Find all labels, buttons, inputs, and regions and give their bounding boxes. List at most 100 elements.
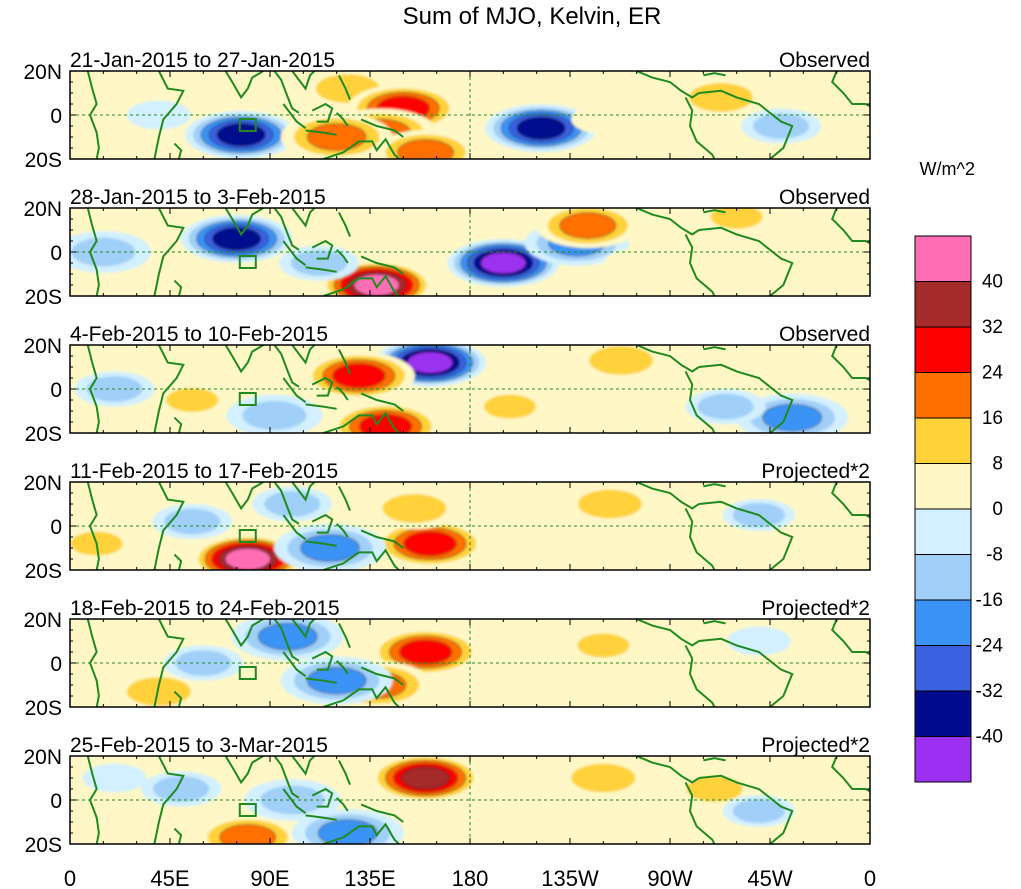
colorbar-label: 40 bbox=[982, 272, 1003, 293]
x-tick-label: 90E bbox=[250, 866, 289, 889]
reference-box bbox=[238, 255, 257, 269]
panels: 20N 0 20S 21-Jan-2015 to 27-Jan-2015 Observe… bbox=[23, 49, 871, 857]
x-tick-label: 180 bbox=[452, 866, 489, 889]
anomaly-blob bbox=[555, 757, 652, 799]
colorbar-swatch bbox=[914, 690, 972, 737]
y-tick-label: 20S bbox=[25, 149, 62, 172]
y-tick-label: 20S bbox=[25, 560, 62, 583]
panel-period: 21-Jan-2015 to 27-Jan-2015 bbox=[70, 49, 335, 72]
anomaly-blob bbox=[329, 402, 442, 433]
y-tick-label: 20N bbox=[23, 61, 62, 84]
map-panel: 20N 0 20S 4-Feb-2015 to 10-Feb-2015 Observed bbox=[23, 323, 871, 446]
anomaly-blob bbox=[482, 779, 547, 808]
colorbar-swatch bbox=[914, 463, 972, 510]
panel-period: 11-Feb-2015 to 17-Feb-2015 bbox=[70, 460, 338, 483]
anomaly-blob bbox=[519, 667, 576, 694]
x-tick-label: 135E bbox=[344, 866, 395, 889]
y-tick-label: 0 bbox=[50, 379, 62, 402]
reference-box bbox=[238, 803, 257, 817]
anomaly-blob bbox=[156, 384, 229, 416]
coastlines bbox=[86, 482, 870, 570]
anomaly-blob bbox=[70, 231, 152, 273]
x-tick-label: 45W bbox=[747, 866, 792, 889]
panel-tag: Projected*2 bbox=[761, 734, 870, 757]
colorbar-label: 32 bbox=[982, 317, 1003, 338]
anomaly-blob bbox=[485, 104, 598, 153]
anomaly-blob bbox=[573, 345, 670, 382]
y-tick-label: 20N bbox=[23, 335, 62, 358]
map-panel: 20N 0 20S 18-Feb-2015 to 24-Feb-2015 Project… bbox=[23, 597, 871, 720]
colorbar-swatch bbox=[914, 281, 972, 328]
panel-period: 4-Feb-2015 to 10-Feb-2015 bbox=[70, 323, 328, 346]
anomaly-blob bbox=[571, 105, 636, 134]
anomaly-blob bbox=[373, 130, 478, 159]
coastlines bbox=[86, 71, 870, 159]
y-tick-label: 20N bbox=[23, 746, 62, 769]
colorbar-label: -8 bbox=[986, 545, 1003, 566]
y-tick-label: 0 bbox=[50, 105, 62, 128]
anomaly-blob bbox=[180, 214, 293, 263]
colorbar-label: 8 bbox=[992, 454, 1003, 475]
anomaly-blob bbox=[280, 113, 393, 159]
y-tick-label: 0 bbox=[50, 516, 62, 539]
panel-tag: Observed bbox=[779, 323, 870, 346]
reference-box bbox=[238, 118, 257, 132]
anomaly-field bbox=[70, 482, 870, 570]
colorbar-label: -16 bbox=[976, 590, 1003, 611]
anomaly-blob bbox=[369, 756, 482, 802]
colorbar-units: W/m^2 bbox=[920, 159, 975, 179]
anomaly-blob bbox=[141, 771, 222, 807]
coastlines bbox=[86, 345, 870, 433]
y-tick-label: 20N bbox=[23, 198, 62, 221]
anomaly-blob bbox=[191, 535, 304, 570]
anomaly-blob bbox=[374, 519, 486, 568]
anomaly-blob bbox=[700, 208, 773, 233]
anomaly-blob bbox=[474, 390, 546, 423]
anomaly-blob bbox=[185, 110, 298, 159]
panel-period: 18-Feb-2015 to 24-Feb-2015 bbox=[70, 597, 340, 620]
anomaly-blob bbox=[535, 208, 640, 248]
anomaly-blob bbox=[278, 245, 359, 281]
x-tick-label: 135W bbox=[541, 866, 599, 889]
colorbar-swatch bbox=[914, 235, 972, 282]
anomaly-blob bbox=[274, 524, 386, 570]
y-tick-label: 0 bbox=[50, 653, 62, 676]
chart-title: Sum of MJO, Kelvin, ER bbox=[403, 3, 662, 30]
colorbar-label: 0 bbox=[992, 499, 1003, 520]
panel-period: 25-Feb-2015 to 3-Mar-2015 bbox=[70, 734, 328, 757]
panel-tag: Projected*2 bbox=[761, 460, 870, 483]
anomaly-blob bbox=[604, 248, 669, 278]
colorbar-swatch bbox=[914, 554, 972, 601]
y-tick-label: 20S bbox=[25, 834, 62, 857]
map-panel: 20N 0 20S 28-Jan-2015 to 3-Feb-2015 Observed bbox=[23, 186, 871, 309]
map-panel: 20N 0 20S 21-Jan-2015 to 27-Jan-2015 Observe… bbox=[23, 49, 871, 172]
colorbar-swatch bbox=[914, 417, 972, 464]
anomaly-blob bbox=[567, 629, 640, 662]
panel-period: 28-Jan-2015 to 3-Feb-2015 bbox=[70, 186, 326, 209]
colorbar-legend: W/m^2 40 32 24 16 8 0 -8 -16 -24 -32 -40 bbox=[914, 159, 1004, 783]
colorbar-swatch bbox=[914, 599, 972, 646]
map-panel: 20N 0 20S 11-Feb-2015 to 17-Feb-2015 Project… bbox=[23, 460, 871, 583]
anomaly-blob bbox=[366, 487, 463, 530]
colorbar-label: -32 bbox=[976, 681, 1003, 702]
x-tick-label: 0 bbox=[864, 866, 876, 889]
coastlines bbox=[86, 619, 870, 707]
coastlines bbox=[86, 756, 870, 844]
anomaly-blob bbox=[741, 108, 822, 144]
x-tick-label: 0 bbox=[64, 866, 76, 889]
colorbar-swatch bbox=[914, 372, 972, 419]
x-tick-label: 45E bbox=[150, 866, 189, 889]
y-tick-label: 20S bbox=[25, 286, 62, 309]
x-axis: 0 45E 90E 135E 180 135W 90W 45W 0 bbox=[64, 866, 876, 889]
colorbar-label: -24 bbox=[976, 636, 1004, 657]
reference-box bbox=[238, 666, 257, 680]
anomaly-blob bbox=[302, 351, 415, 400]
anomaly-blob bbox=[126, 100, 191, 130]
y-tick-label: 20N bbox=[23, 472, 62, 495]
map-panel: 20N 0 20S 25-Feb-2015 to 3-Mar-2015 Projecte… bbox=[23, 734, 871, 857]
anomaly-blob bbox=[671, 644, 736, 673]
y-tick-label: 0 bbox=[50, 242, 62, 265]
colorbar-label: 24 bbox=[982, 363, 1004, 384]
colorbar-swatch bbox=[914, 508, 972, 555]
y-tick-label: 20N bbox=[23, 609, 62, 632]
